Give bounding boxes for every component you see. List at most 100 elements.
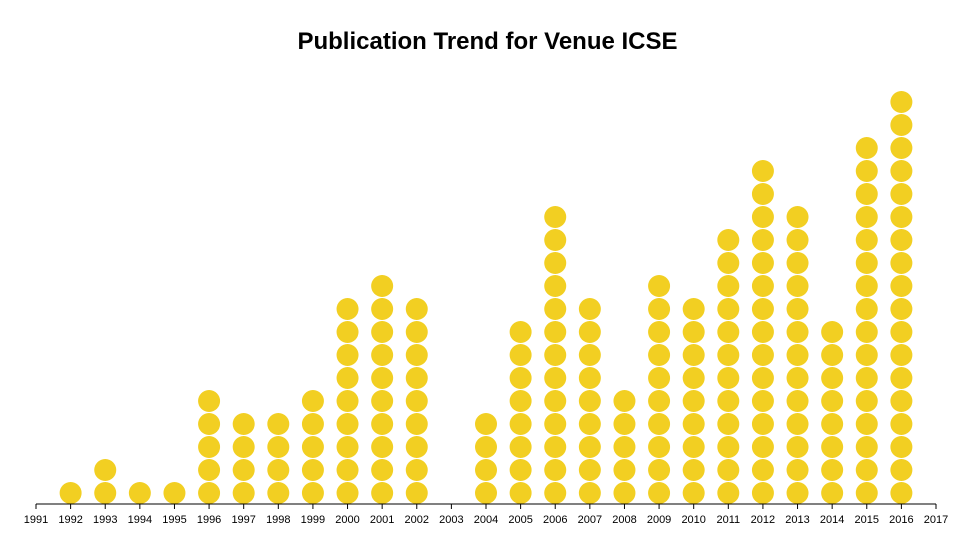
dot-2009-10 [648, 275, 671, 297]
dot-2014-8 [821, 321, 844, 343]
x-tick-label-2002: 2002 [405, 514, 429, 526]
dot-2015-2 [855, 459, 878, 481]
dot-2014-1 [821, 482, 844, 504]
dot-2016-13 [890, 206, 913, 228]
dot-2001-3 [371, 436, 394, 458]
dot-2008-4 [613, 413, 636, 435]
dot-2014-2 [821, 459, 844, 481]
dot-2013-10 [786, 275, 809, 297]
x-tick-label-2016: 2016 [889, 514, 913, 526]
dot-2002-1 [405, 482, 428, 504]
x-tick-label-2015: 2015 [855, 514, 879, 526]
x-tick-label-1995: 1995 [162, 514, 186, 526]
dot-2016-6 [890, 367, 913, 389]
dot-2006-13 [544, 206, 567, 228]
dot-2012-5 [751, 390, 774, 412]
dot-2001-8 [371, 321, 394, 343]
dot-2007-4 [578, 413, 601, 435]
dot-2000-2 [336, 459, 359, 481]
x-tick-label-1992: 1992 [58, 514, 82, 526]
dot-2006-9 [544, 298, 567, 320]
dot-2004-4 [475, 413, 497, 435]
x-tick-label-1999: 1999 [301, 514, 325, 526]
dot-2006-11 [544, 252, 567, 274]
dot-2010-2 [682, 459, 705, 481]
dot-2008-3 [613, 436, 636, 458]
x-tick-label-2012: 2012 [751, 514, 775, 526]
dot-2012-13 [751, 206, 774, 228]
dot-2009-4 [648, 413, 671, 435]
x-tick-label-2006: 2006 [543, 514, 567, 526]
dot-2015-5 [855, 390, 878, 412]
dot-1995-1 [163, 482, 186, 504]
dot-2006-2 [544, 459, 567, 481]
dot-2008-5 [613, 390, 636, 412]
dot-2001-6 [371, 367, 394, 389]
dot-2013-12 [786, 229, 809, 251]
dot-2010-8 [682, 321, 705, 343]
dot-1998-3 [267, 436, 290, 458]
dot-2012-10 [751, 275, 774, 297]
dot-2009-8 [648, 321, 671, 343]
dot-2012-8 [751, 321, 774, 343]
dot-2015-9 [855, 298, 878, 320]
dot-2013-8 [786, 321, 809, 343]
dot-1999-4 [301, 413, 324, 435]
dot-2011-9 [717, 298, 740, 320]
x-tick-label-2008: 2008 [612, 514, 636, 526]
dot-2004-3 [475, 436, 497, 458]
dot-2011-10 [717, 275, 740, 297]
dot-2016-7 [890, 344, 913, 366]
dot-2010-9 [682, 298, 705, 320]
x-tick-label-1997: 1997 [231, 514, 255, 526]
dot-2013-11 [786, 252, 809, 274]
dot-2016-10 [890, 275, 913, 297]
dot-2011-4 [717, 413, 740, 435]
dot-2013-1 [786, 482, 809, 504]
dot-2013-7 [786, 344, 809, 366]
dot-2010-6 [682, 367, 705, 389]
dot-1996-4 [198, 413, 221, 435]
dot-2016-5 [890, 390, 913, 412]
dot-2015-7 [855, 344, 878, 366]
dot-2006-5 [544, 390, 567, 412]
dot-2002-8 [405, 321, 428, 343]
dot-2016-8 [890, 321, 913, 343]
dot-2013-9 [786, 298, 809, 320]
dot-2007-6 [578, 367, 601, 389]
dot-2016-15 [890, 160, 913, 182]
dot-2015-15 [855, 160, 878, 182]
dot-2016-1 [890, 482, 913, 504]
dot-2013-13 [786, 206, 809, 228]
dot-2008-2 [613, 459, 636, 481]
dot-2010-1 [682, 482, 705, 504]
dot-2005-7 [509, 344, 532, 366]
x-tick-label-2017: 2017 [924, 514, 948, 526]
dot-2004-2 [475, 459, 497, 481]
dot-2009-5 [648, 390, 671, 412]
dot-2014-7 [821, 344, 844, 366]
dot-2015-4 [855, 413, 878, 435]
dot-1998-1 [267, 482, 290, 504]
dot-2011-7 [717, 344, 740, 366]
dot-2012-14 [751, 183, 774, 205]
dot-2013-2 [786, 459, 809, 481]
dot-2014-6 [821, 367, 844, 389]
dot-1999-1 [301, 482, 324, 504]
dot-2006-10 [544, 275, 567, 297]
dot-2010-5 [682, 390, 705, 412]
dot-2000-6 [336, 367, 359, 389]
dot-1997-1 [232, 482, 255, 504]
dot-2014-4 [821, 413, 844, 435]
dot-1996-1 [198, 482, 221, 504]
dot-2005-6 [509, 367, 532, 389]
dot-2015-3 [855, 436, 878, 458]
dot-1999-5 [301, 390, 324, 412]
dot-2006-7 [544, 344, 567, 366]
dot-2007-2 [578, 459, 601, 481]
chart-title: Publication Trend for Venue ICSE [297, 28, 678, 55]
dot-2005-3 [509, 436, 532, 458]
dot-1992-1 [59, 482, 82, 504]
x-tick-label-1993: 1993 [93, 514, 117, 526]
